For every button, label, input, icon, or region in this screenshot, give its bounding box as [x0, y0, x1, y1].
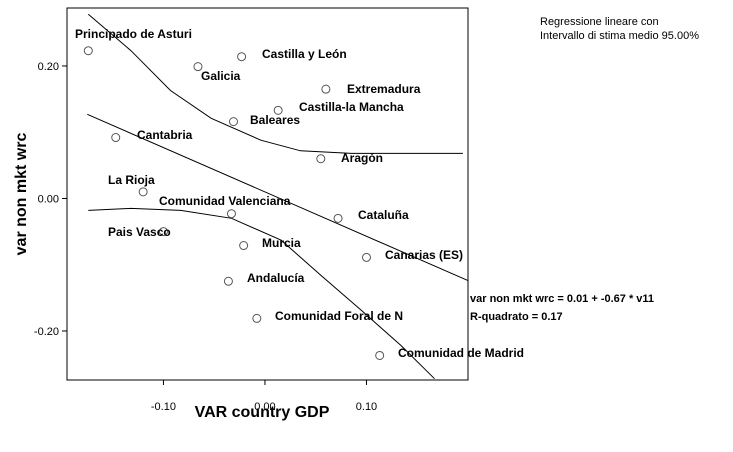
r-squared: R-quadrato = 0.17: [470, 311, 563, 323]
data-point: [228, 117, 238, 127]
regression-line: [87, 113, 469, 282]
data-point: [273, 105, 283, 115]
point-label: Galicia: [201, 69, 241, 83]
point-label: Principado de Asturi: [75, 27, 192, 41]
data-point: [321, 84, 331, 94]
point-label: Castilla y León: [262, 47, 347, 61]
confidence-band: [88, 207, 435, 380]
y-tick-label: 0.20: [38, 61, 59, 73]
point-label: Castilla-la Mancha: [299, 100, 404, 114]
point-label: Comunidad Valenciana: [159, 194, 291, 208]
x-tick-label: -0.10: [151, 401, 176, 413]
data-point: [226, 209, 236, 219]
x-axis-title: VAR country GDP: [195, 404, 330, 421]
data-point: [333, 213, 343, 223]
data-point: [138, 187, 148, 197]
point-label: Comunidad Foral de N: [275, 309, 403, 323]
legend-line: Regressione lineare con: [540, 16, 659, 28]
point-label: Cataluña: [358, 208, 409, 222]
data-point: [375, 350, 385, 360]
legend-line: Intervallo di stima medio 95.00%: [540, 30, 699, 42]
point-label: Baleares: [250, 113, 300, 127]
data-point: [237, 52, 247, 62]
point-label: Pais Vasco: [108, 225, 171, 239]
point-label: Comunidad de Madrid: [398, 346, 524, 360]
data-point: [252, 313, 262, 323]
data-point: [111, 133, 121, 143]
y-tick-label: 0.00: [38, 193, 59, 205]
plot-frame: [66, 7, 469, 381]
confidence-band: [87, 13, 463, 154]
x-tick-label: 0.00: [254, 401, 275, 413]
point-label: Cantabria: [137, 128, 193, 142]
point-label: La Rioja: [108, 173, 155, 187]
data-point: [193, 62, 203, 72]
equation: var non mkt wrc = 0.01 + -0.67 * v11: [470, 293, 654, 305]
data-point: [83, 46, 93, 56]
y-tick-label: -0.20: [34, 326, 59, 338]
data-point: [223, 276, 233, 286]
data-point: [239, 241, 249, 251]
point-label: Extremadura: [347, 82, 421, 96]
point-label: Andalucía: [247, 271, 305, 285]
data-point: [361, 252, 371, 262]
point-label: Aragón: [341, 151, 383, 165]
y-axis-title: var non mkt wrc: [13, 133, 30, 256]
point-label: Canarias (ES): [385, 248, 463, 262]
point-label: Murcia: [262, 236, 301, 250]
data-point: [158, 227, 168, 237]
data-point: [316, 154, 326, 164]
x-tick-label: 0.10: [356, 401, 377, 413]
